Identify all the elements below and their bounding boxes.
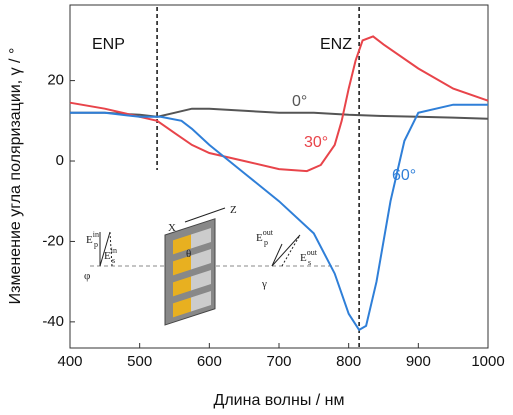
inset-label-main: γ bbox=[261, 278, 267, 290]
inset-label: Eout s bbox=[300, 248, 318, 267]
sample bbox=[164, 218, 216, 326]
inset-label: θ bbox=[186, 248, 191, 260]
y-tick-label: 0 bbox=[56, 152, 64, 169]
inset-label-main: E bbox=[86, 234, 93, 246]
series-label: 60° bbox=[392, 167, 416, 184]
inset-label-sub: s bbox=[112, 256, 115, 265]
x-tick-label: 400 bbox=[57, 353, 82, 370]
inset-label-main: E bbox=[104, 250, 111, 262]
inset-label: φ bbox=[84, 270, 90, 282]
inset-label: Eout p bbox=[256, 228, 274, 247]
series-line bbox=[70, 107, 489, 120]
inset-arrow bbox=[109, 231, 113, 267]
inset-label-sup: in bbox=[111, 246, 117, 255]
inset-label-main: E bbox=[300, 252, 307, 264]
inset-label-main: φ bbox=[84, 270, 90, 282]
inset-axis bbox=[184, 207, 226, 223]
y-tick-label: 20 bbox=[47, 72, 64, 89]
inset-label-sub: p bbox=[94, 240, 98, 249]
inset-label-sub: p bbox=[264, 238, 268, 247]
plot-frame bbox=[69, 4, 489, 349]
x-axis-title: Длина волны / нм bbox=[214, 392, 345, 409]
inset-label: γ bbox=[261, 278, 267, 290]
inset-arrow bbox=[281, 234, 301, 267]
x-tick-label: 600 bbox=[197, 353, 222, 370]
x-tick-label: 1000 bbox=[471, 353, 504, 370]
x-tick-label: 700 bbox=[266, 353, 291, 370]
inset-arrow bbox=[271, 234, 301, 267]
x-tick-label: 500 bbox=[127, 353, 152, 370]
inset-label: Ein p bbox=[86, 230, 99, 249]
x-tick-label: 900 bbox=[406, 353, 431, 370]
x-tick-label: 800 bbox=[336, 353, 361, 370]
inset-label-sup: out bbox=[307, 248, 318, 257]
inset-label-sup: in bbox=[93, 230, 99, 239]
y-axis-title: Изменение угла поляризации, γ / ° bbox=[7, 48, 24, 305]
inset-label-main: E bbox=[256, 232, 263, 244]
y-tick-label: -40 bbox=[42, 313, 64, 330]
series-label: 0° bbox=[292, 93, 307, 110]
inset-label: Ein s bbox=[104, 246, 117, 265]
y-tick-label: -20 bbox=[42, 232, 64, 249]
series-label: 30° bbox=[304, 134, 328, 151]
series-line bbox=[69, 35, 489, 173]
inset-label-main: θ bbox=[186, 248, 191, 260]
inset-label-sup: out bbox=[263, 228, 274, 237]
inset-label-main: X bbox=[168, 222, 176, 234]
region-label: ENP bbox=[92, 36, 125, 53]
inset-label-sub: s bbox=[308, 258, 311, 267]
inset-label: Z bbox=[230, 204, 237, 216]
inset-label-main: Z bbox=[230, 204, 237, 216]
series-line bbox=[70, 103, 488, 332]
inset-arrow bbox=[99, 231, 111, 267]
inset-arrow bbox=[271, 243, 283, 267]
inset-label: X bbox=[168, 222, 176, 234]
region-label: ENZ bbox=[320, 36, 352, 53]
